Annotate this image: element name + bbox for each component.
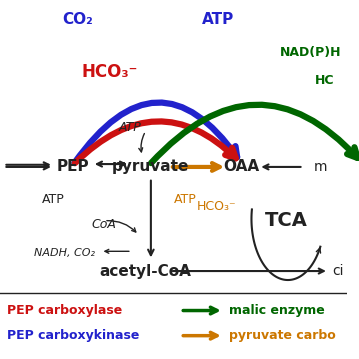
Text: HCO₃⁻: HCO₃⁻ [197,200,237,213]
Text: ATP: ATP [202,12,235,27]
Text: TCA: TCA [265,211,308,230]
Text: ATP: ATP [119,121,141,134]
Text: PEP carboxylase: PEP carboxylase [7,304,122,317]
Text: pyruvate carbo: pyruvate carbo [229,329,336,342]
Text: CO₂: CO₂ [63,12,93,27]
Text: ATP: ATP [174,193,197,206]
Text: ATP: ATP [42,193,65,206]
Text: NADH, CO₂: NADH, CO₂ [34,248,95,258]
Text: PEP: PEP [56,159,89,174]
Text: CoA: CoA [92,218,116,231]
Text: OAA: OAA [223,159,259,174]
Text: HCO₃⁻: HCO₃⁻ [81,63,137,81]
Text: m: m [314,160,327,174]
Text: ci: ci [332,264,344,278]
Text: PEP carboxykinase: PEP carboxykinase [7,329,139,342]
Text: pyruvate: pyruvate [112,159,190,174]
Text: NAD(P)H: NAD(P)H [280,46,341,59]
Text: HC: HC [314,74,334,87]
Text: malic enzyme: malic enzyme [229,304,325,317]
Text: acetyl-CoA: acetyl-CoA [100,264,192,279]
